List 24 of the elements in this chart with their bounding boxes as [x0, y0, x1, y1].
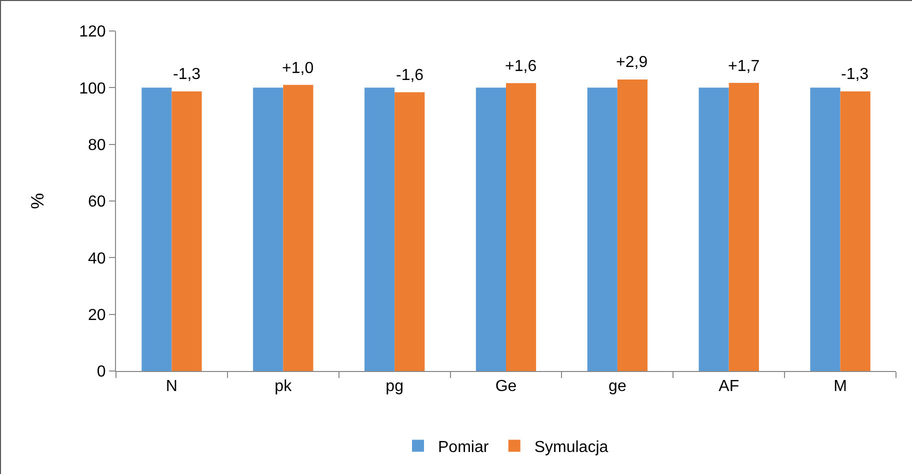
- y-tick-label: 20: [88, 306, 106, 324]
- y-tick-label: 40: [88, 250, 106, 268]
- y-tick-label: 80: [88, 136, 106, 154]
- x-tick-label: N: [166, 378, 178, 396]
- x-tick-label: pk: [274, 378, 293, 396]
- y-tick-label: 0: [96, 364, 106, 381]
- x-tick-label: M: [834, 378, 847, 396]
- x-tick-label: AF: [718, 378, 740, 396]
- annotation: +1,7: [728, 58, 760, 75]
- annotation: +2,9: [616, 54, 648, 71]
- annotation: -1,3: [173, 66, 201, 83]
- y-axis-title: %: [27, 192, 48, 210]
- annotation: +1,0: [282, 60, 314, 77]
- annotation: -1,3: [841, 66, 869, 83]
- x-tick-label: pg: [386, 378, 404, 396]
- y-tick-label: 60: [88, 194, 106, 211]
- legend-label: Symulacja: [534, 438, 608, 456]
- legend-label: Pomiar: [438, 438, 490, 456]
- x-tick-label: Ge: [495, 378, 517, 396]
- annotation: -1,6: [396, 67, 424, 84]
- annotation: +1,6: [505, 58, 537, 75]
- y-tick-label: 120: [79, 24, 106, 41]
- x-tick-label: ge: [608, 378, 626, 396]
- y-tick-label: 100: [79, 80, 106, 98]
